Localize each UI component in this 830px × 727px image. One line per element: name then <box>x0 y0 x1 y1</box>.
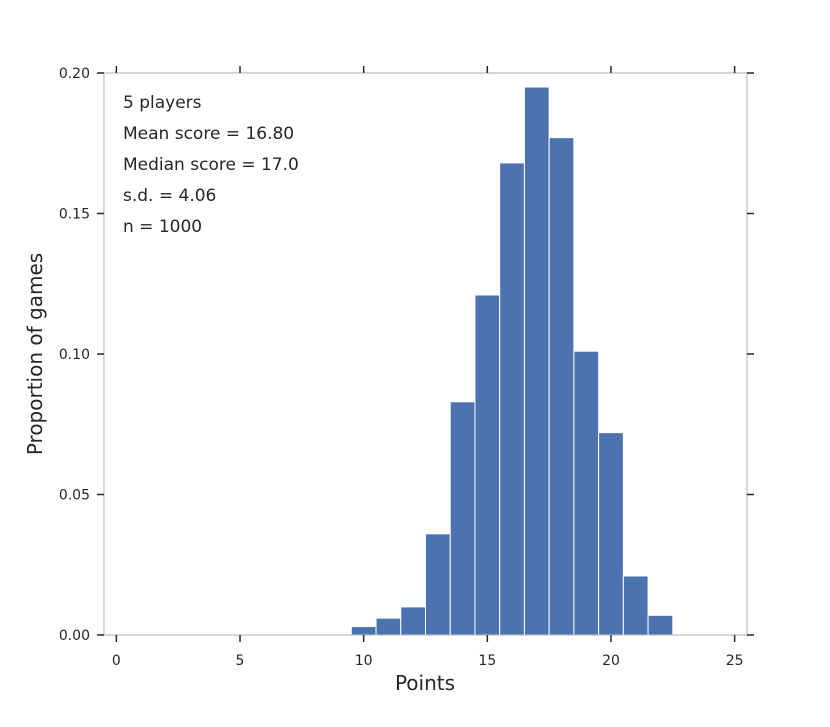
axis-tick-labels: 0 5 10 15 20 25 0.00 0.05 0.10 0.15 0.20 <box>59 66 744 669</box>
x-tick-label-3: 15 <box>478 653 496 669</box>
histogram-bar-7 <box>523 86 550 636</box>
histogram-bar-10 <box>598 432 624 636</box>
histogram-bar-11 <box>622 575 649 636</box>
histogram-bar-5 <box>474 294 501 636</box>
y-tick-label-0: 0.00 <box>59 628 90 644</box>
stats-annotations: 5 players Mean score = 16.80 Median score … <box>123 93 299 237</box>
annotation-line-1: Mean score = 16.80 <box>123 124 294 144</box>
x-axis-label: Points <box>395 671 455 695</box>
histogram-bar-0 <box>350 626 377 636</box>
annotation-line-3: s.d. = 4.06 <box>123 186 216 206</box>
annotation-line-0: 5 players <box>123 93 202 113</box>
histogram-bar-4 <box>449 401 476 636</box>
histogram-bar-3 <box>425 533 451 636</box>
x-tick-label-5: 25 <box>726 653 744 669</box>
histogram-bar-6 <box>499 162 525 636</box>
y-tick-label-1: 0.05 <box>59 488 90 504</box>
histogram-bar-1 <box>375 617 402 636</box>
y-tick-label-2: 0.10 <box>59 347 90 363</box>
annotation-line-2: Median score = 17.0 <box>123 155 299 175</box>
histogram-bar-2 <box>400 606 426 636</box>
x-tick-label-4: 20 <box>602 653 620 669</box>
x-tick-label-0: 0 <box>112 653 121 669</box>
x-tick-label-1: 5 <box>236 653 245 669</box>
histogram-bar-8 <box>548 137 575 636</box>
histogram-bar-12 <box>647 614 674 636</box>
axis-ticks <box>97 66 754 642</box>
y-tick-label-3: 0.15 <box>59 207 90 223</box>
x-tick-label-2: 10 <box>355 653 373 669</box>
histogram-bar-9 <box>573 350 600 636</box>
annotation-line-4: n = 1000 <box>123 217 202 237</box>
y-tick-label-4: 0.20 <box>59 66 90 82</box>
histogram-bars <box>350 86 674 636</box>
y-axis-label: Proportion of games <box>23 253 47 455</box>
